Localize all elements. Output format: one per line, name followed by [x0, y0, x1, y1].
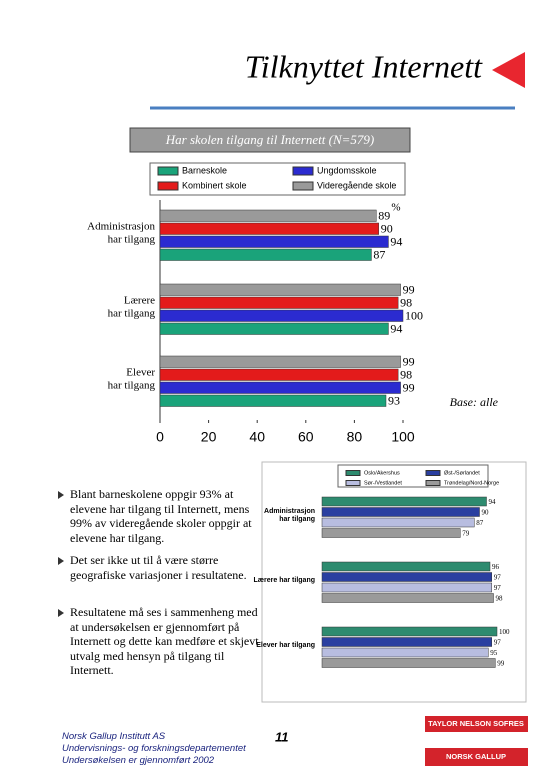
chart2-frame [261, 461, 527, 703]
footer-line: Undervisnings- og forskningsdepartemente… [62, 743, 246, 754]
legend-swatch [425, 470, 441, 476]
logo-box [425, 716, 528, 732]
bullet: Det ser ikke ut til å være større geogra… [58, 553, 260, 582]
bar [321, 647, 489, 658]
legend-label: Kombinert skole [182, 180, 247, 190]
bar [321, 572, 492, 582]
bar [321, 496, 487, 507]
value-label: 98 [400, 296, 412, 310]
x-tick-label: 100 [391, 429, 415, 445]
legend-swatch [425, 480, 441, 486]
value-label: 89 [378, 209, 390, 223]
legend-label: Barneskole [182, 165, 227, 175]
unit-note: % [391, 202, 400, 214]
legend-label: Sør-/Vestlandet [364, 480, 402, 486]
x-tick-label: 60 [298, 429, 314, 445]
footer-line: Undersøkelsen er gjennomført 2002 [62, 755, 215, 766]
legend-swatch [292, 166, 314, 176]
value-label: 79 [462, 530, 470, 538]
x-tick-label: 0 [156, 429, 164, 445]
legend-swatch [157, 181, 179, 191]
bar [159, 235, 389, 248]
bar [321, 517, 475, 528]
legend-box [149, 162, 406, 196]
bar [321, 507, 480, 517]
value-label: 94 [390, 235, 402, 249]
value-label: 90 [381, 222, 393, 236]
value-label: 87 [476, 519, 484, 527]
value-label: 97 [494, 584, 502, 592]
page-number: 11 [275, 729, 289, 744]
logo-text: NORSK GALLUP [446, 752, 506, 761]
base-note: Base: alle [450, 395, 499, 409]
bar [159, 322, 389, 335]
bar [321, 582, 492, 593]
footer-line: Norsk Gallup Institutt AS [62, 731, 166, 742]
chart-subtitle: Har skolen tilgang til Internett (N=579) [165, 132, 374, 147]
legend-label: Oslo/Akershus [364, 470, 400, 476]
bar [321, 528, 461, 538]
bar [159, 248, 372, 261]
bar [159, 283, 401, 296]
value-label: 87 [373, 248, 385, 262]
bar [321, 593, 494, 603]
value-label: 98 [496, 595, 504, 603]
bar [159, 309, 404, 322]
bullet: Resultatene må ses i sammenheng med at u… [58, 605, 260, 678]
bar [321, 658, 496, 668]
bar [159, 209, 377, 222]
legend-swatch [345, 470, 361, 476]
value-label: 100 [405, 309, 423, 323]
logo-text: TAYLOR NELSON SOFRES [428, 719, 524, 728]
value-label: 90 [482, 509, 490, 517]
logo-box [425, 748, 528, 766]
legend-label: Ungdomsskole [317, 165, 377, 175]
legend-box [337, 464, 489, 488]
value-label: 94 [489, 498, 497, 506]
bar [159, 296, 399, 309]
category-label: Elever har tilgang [108, 366, 156, 391]
x-tick-label: 40 [249, 429, 265, 445]
legend-label: Trøndelag/Nord-Norge [444, 480, 499, 486]
category-label: Lærere har tilgang [254, 577, 315, 584]
value-label: 99 [403, 355, 415, 369]
bar [159, 222, 379, 235]
title-arrow [492, 52, 525, 88]
x-tick-label: 80 [347, 429, 363, 445]
value-label: 97 [494, 574, 502, 582]
category-label: Administrasjon har tilgang [87, 220, 155, 245]
bar [321, 626, 498, 637]
x-tick-label: 20 [201, 429, 217, 445]
value-label: 98 [400, 368, 412, 382]
page-title: Tilknyttet Internett [245, 48, 483, 84]
bullet: Blant barneskolene oppgir 93% at elevene… [58, 487, 260, 545]
value-label: 99 [403, 381, 415, 395]
bar [321, 637, 492, 647]
bar [321, 561, 491, 572]
value-label: 97 [494, 639, 502, 647]
legend-swatch [345, 480, 361, 486]
value-label: 99 [497, 660, 505, 668]
value-label: 99 [403, 283, 415, 297]
value-label: 96 [492, 563, 500, 571]
bar [159, 355, 401, 368]
legend-label: Øst-/Sørlandet [444, 470, 480, 476]
value-label: 93 [388, 394, 400, 408]
bar [159, 394, 387, 407]
category-label: Administrasjon har tilgang [264, 508, 315, 523]
category-label: Elever har tilgang [256, 642, 315, 649]
legend-swatch [157, 166, 179, 176]
bar [159, 368, 399, 381]
legend-label: Videregående skole [317, 180, 396, 190]
value-label: 100 [499, 628, 510, 636]
bar [159, 381, 401, 394]
category-label: Lærere har tilgang [108, 294, 156, 319]
legend-swatch [292, 181, 314, 191]
subtitle-box [129, 127, 411, 153]
value-label: 94 [390, 322, 402, 336]
value-label: 95 [490, 649, 498, 657]
